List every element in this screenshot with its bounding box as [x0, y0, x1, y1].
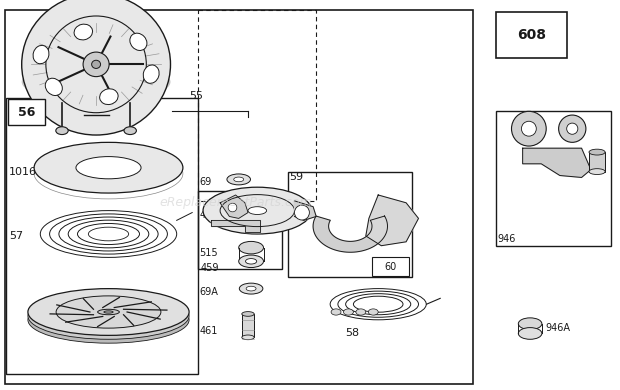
Ellipse shape	[33, 45, 49, 64]
Ellipse shape	[143, 65, 159, 83]
Text: 58: 58	[345, 328, 360, 339]
Text: 1016: 1016	[9, 167, 37, 177]
Polygon shape	[366, 195, 418, 246]
Ellipse shape	[239, 255, 264, 268]
Ellipse shape	[28, 289, 189, 335]
Text: 608: 608	[517, 28, 546, 42]
Ellipse shape	[589, 149, 605, 155]
Ellipse shape	[248, 207, 267, 215]
Ellipse shape	[356, 309, 366, 315]
Text: 55: 55	[189, 90, 203, 101]
Ellipse shape	[343, 309, 353, 315]
Bar	[198, 191, 282, 269]
Ellipse shape	[239, 241, 264, 254]
Text: 60: 60	[384, 262, 397, 272]
Bar	[5, 10, 473, 384]
Circle shape	[512, 111, 546, 146]
Ellipse shape	[98, 309, 119, 315]
Ellipse shape	[124, 127, 136, 135]
Ellipse shape	[246, 259, 257, 264]
Bar	[288, 172, 412, 277]
Bar	[8, 99, 45, 125]
Ellipse shape	[83, 52, 109, 76]
Ellipse shape	[239, 283, 263, 294]
Ellipse shape	[331, 309, 341, 315]
Circle shape	[294, 205, 309, 220]
Ellipse shape	[518, 328, 542, 339]
Ellipse shape	[92, 60, 100, 68]
Ellipse shape	[242, 335, 254, 340]
Text: 459: 459	[200, 263, 219, 273]
Ellipse shape	[234, 177, 244, 182]
Text: 456: 456	[200, 209, 218, 220]
Bar	[6, 98, 198, 374]
Ellipse shape	[88, 227, 129, 241]
Ellipse shape	[368, 309, 378, 315]
Bar	[589, 152, 605, 172]
Ellipse shape	[56, 296, 161, 328]
Ellipse shape	[246, 286, 256, 291]
Text: eReplacementParts.com: eReplacementParts.com	[159, 196, 312, 209]
Ellipse shape	[100, 89, 118, 105]
Text: 69A: 69A	[200, 287, 218, 297]
Ellipse shape	[589, 168, 605, 174]
Ellipse shape	[45, 78, 63, 96]
Bar	[496, 111, 611, 246]
Ellipse shape	[22, 62, 170, 102]
Bar	[372, 257, 409, 276]
Polygon shape	[313, 216, 388, 252]
Ellipse shape	[130, 33, 147, 50]
Ellipse shape	[34, 142, 183, 193]
Circle shape	[567, 123, 578, 134]
Text: 515: 515	[200, 248, 218, 259]
Ellipse shape	[104, 311, 113, 313]
Ellipse shape	[76, 156, 141, 179]
Circle shape	[228, 203, 237, 212]
Circle shape	[521, 121, 536, 136]
Text: 461: 461	[200, 326, 218, 337]
Ellipse shape	[56, 127, 68, 135]
Text: 59: 59	[290, 172, 304, 183]
Text: 57: 57	[9, 231, 24, 241]
Ellipse shape	[227, 174, 250, 185]
Ellipse shape	[22, 0, 170, 135]
Polygon shape	[523, 148, 591, 177]
Text: 69: 69	[200, 177, 212, 187]
Polygon shape	[294, 201, 316, 220]
Ellipse shape	[242, 312, 254, 316]
Text: 946: 946	[498, 234, 516, 244]
Circle shape	[559, 115, 586, 142]
Ellipse shape	[518, 318, 542, 330]
Text: 56: 56	[18, 106, 35, 119]
Bar	[242, 314, 254, 337]
Ellipse shape	[28, 296, 189, 343]
Ellipse shape	[74, 24, 92, 40]
Ellipse shape	[28, 292, 189, 339]
Ellipse shape	[203, 187, 312, 234]
Polygon shape	[220, 195, 248, 218]
Polygon shape	[211, 220, 260, 232]
Bar	[496, 12, 567, 58]
Text: 946A: 946A	[546, 323, 570, 333]
Bar	[198, 10, 316, 201]
